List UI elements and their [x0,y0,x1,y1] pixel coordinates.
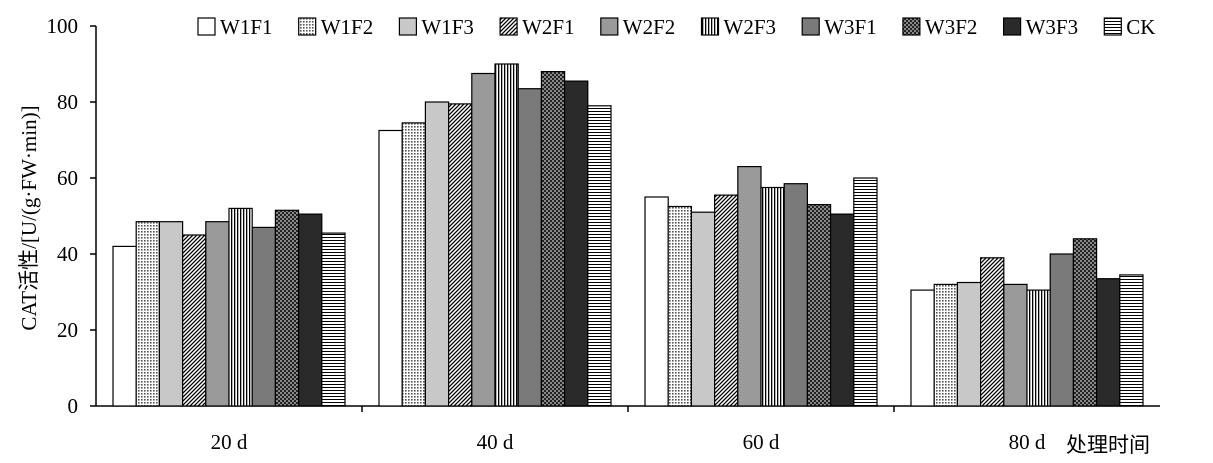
x-tick-label: 40 d [477,430,514,454]
bars [112,63,1144,407]
legend-swatch-w1f1 [197,17,216,36]
bar-w1f3-1 [158,221,184,407]
bar-w3f1-3 [783,183,809,407]
bar-w3f3-3 [829,213,855,407]
bar-w2f3-2 [494,63,519,407]
legend-swatch-w1f2 [298,17,317,36]
bar-w2f3-3 [760,186,785,407]
bar-w3f2-1 [274,209,300,407]
bar-w2f3-1 [228,207,253,407]
legend-label-w1f3: W1F3 [421,15,474,39]
y-tick-label: 0 [68,394,79,418]
y-tick-label: 80 [57,90,78,114]
bar-w3f2-2 [540,70,566,407]
legend-swatch-w3f2 [902,17,921,36]
bar-w1f3-2 [424,101,450,407]
legend-swatch-ck [1103,17,1122,36]
bar-w2f3-4 [1026,289,1051,407]
y-tick-label: 100 [47,14,79,38]
x-axis-label: 处理时间 [1066,433,1150,457]
x-tick-label: 80 d [1009,430,1046,454]
legend-label-w1f1: W1F1 [220,15,273,39]
bar-w1f1-1 [112,245,137,407]
legend-swatch-w1f3 [398,17,417,36]
legend: W1F1 W1F2 W1F3 W2F1 W2F2 W2F3 W3F1 W3F2 W3F3 CK [197,15,1155,39]
legend-label-w2f1: W2F1 [522,15,575,39]
legend-swatch-w2f3 [700,17,720,36]
bar-ck-2 [587,105,612,407]
bar-w2f2-1 [205,221,230,407]
bar-w3f3-1 [298,213,323,407]
bar-w3f1-1 [251,226,276,407]
bar-w1f2-3 [667,205,693,407]
bar-w1f3-4 [956,281,982,407]
bar-w1f1-4 [910,289,935,407]
bar-w1f3-3 [690,211,716,407]
bar-w3f1-4 [1049,253,1074,407]
y-tick-label: 20 [57,318,78,342]
bar-ck-3 [853,177,878,407]
bar-w3f3-4 [1095,278,1121,407]
x-ticks: 20 d 40 d 60 d 80 d [211,406,1046,454]
legend-label-w1f2: W1F2 [321,15,374,39]
y-ticks: 0 20 40 60 80 100 [47,14,96,418]
legend-label-w3f3: W3F3 [1026,15,1079,39]
legend-label-w3f1: W3F1 [824,15,877,39]
bar-w3f3-2 [563,80,589,407]
x-tick-label: 20 d [211,430,248,454]
bar-ck-4 [1119,274,1144,407]
bar-w2f1-3 [713,194,739,407]
legend-swatch-w3f1 [801,17,820,36]
y-tick-label: 40 [57,242,78,266]
bar-w2f2-4 [1003,283,1028,407]
legend-swatch-w2f1 [499,17,518,36]
legend-label-w3f2: W3F2 [925,15,978,39]
y-tick-label: 60 [57,166,78,190]
bar-w2f2-3 [737,166,762,407]
bar-ck-1 [321,232,346,407]
bar-w1f1-3 [644,196,669,407]
bar-w3f2-3 [806,204,832,407]
legend-swatch-w3f3 [1002,17,1022,36]
legend-label-w2f2: W2F2 [623,15,676,39]
legend-label-ck: CK [1126,15,1155,39]
bar-w1f2-4 [933,283,959,407]
bar-w3f2-4 [1072,238,1098,407]
bar-w2f1-2 [448,103,473,407]
legend-swatch-w2f2 [600,17,619,36]
bar-w2f1-1 [182,234,207,407]
y-axis-label: CAT活性/[U/(g·FW·min)] [17,105,41,330]
bar-w1f2-2 [401,122,427,407]
legend-label-w2f3: W2F3 [724,15,777,39]
bar-w1f2-1 [135,221,160,407]
x-tick-label: 60 d [743,430,780,454]
bar-w2f2-2 [471,72,496,407]
bar-w3f1-2 [517,88,543,407]
bar-w2f1-4 [979,257,1005,407]
bar-w1f1-2 [378,129,403,407]
